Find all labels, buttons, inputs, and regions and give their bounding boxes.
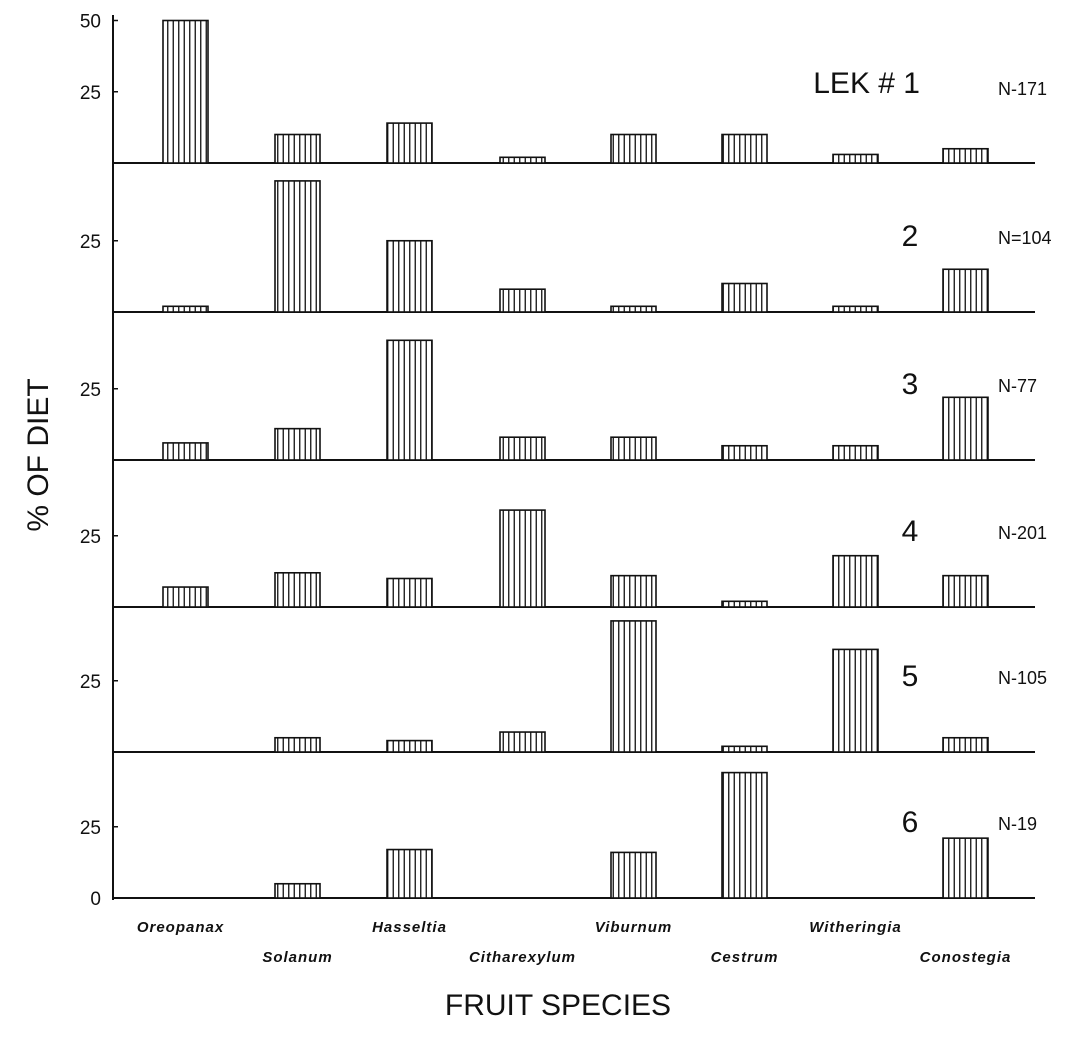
bar-viburnum — [610, 620, 657, 753]
panel-label: 2 — [902, 220, 919, 253]
bar-witheringia — [832, 305, 879, 313]
panel-n-label: N=104 — [998, 228, 1052, 248]
y-tick-label: 25 — [80, 232, 101, 253]
panel-label: 4 — [902, 515, 919, 548]
bar-viburnum — [610, 305, 657, 313]
bar-citharexylum — [499, 288, 546, 313]
panel-label: 6 — [902, 806, 919, 839]
bar-hasseltia — [386, 848, 433, 899]
bar-conostegia — [942, 837, 989, 899]
bar-solanum — [274, 180, 321, 313]
bar-hasseltia — [386, 339, 433, 461]
bar-solanum — [274, 571, 321, 608]
bar-citharexylum — [499, 156, 546, 164]
bar-conostegia — [942, 268, 989, 313]
panel-label: 5 — [902, 660, 919, 693]
bar-hasseltia — [386, 239, 433, 313]
bar-witheringia — [832, 554, 879, 608]
y-tick-label: 25 — [80, 527, 101, 548]
bar-witheringia — [832, 648, 879, 753]
panel-label: LEK # 1 — [813, 67, 920, 100]
bar-oreopanax — [162, 305, 209, 313]
bar-oreopanax — [162, 442, 209, 461]
y-axis-title: % OF DIET — [22, 378, 55, 531]
x-category-label: Conostegia — [920, 949, 1012, 966]
bar-witheringia — [832, 153, 879, 164]
panel-n-label: N-77 — [998, 376, 1037, 396]
y-tick-label: 50 — [80, 12, 101, 33]
bar-viburnum — [610, 574, 657, 608]
bar-solanum — [274, 736, 321, 753]
x-category-label: Viburnum — [595, 919, 672, 936]
bar-cestrum — [721, 282, 768, 313]
x-category-label: Solanum — [262, 949, 332, 966]
y-tick-label: 25 — [80, 818, 101, 839]
panel-n-label: N-105 — [998, 668, 1047, 688]
bar-hasseltia — [386, 122, 433, 164]
bar-conostegia — [942, 396, 989, 461]
bar-citharexylum — [499, 731, 546, 753]
bar-conostegia — [942, 574, 989, 608]
bar-cestrum — [721, 444, 768, 461]
bar-oreopanax — [162, 586, 209, 608]
y-tick-label: 0 — [90, 889, 101, 910]
bar-hasseltia — [386, 577, 433, 608]
bar-viburnum — [610, 851, 657, 899]
y-tick-label: 25 — [80, 83, 101, 104]
bar-conostegia — [942, 736, 989, 753]
bar-cestrum — [721, 133, 768, 164]
bar-citharexylum — [499, 509, 546, 608]
bar-cestrum — [721, 600, 768, 608]
bar-solanum — [274, 427, 321, 461]
y-tick-label: 25 — [80, 380, 101, 401]
bar-conostegia — [942, 147, 989, 164]
bar-oreopanax — [162, 19, 209, 164]
x-axis-title: FRUIT SPECIES — [445, 989, 671, 1022]
bar-viburnum — [610, 436, 657, 461]
bar-solanum — [274, 882, 321, 899]
panel-n-label: N-171 — [998, 79, 1047, 99]
bar-cestrum — [721, 771, 768, 899]
bar-viburnum — [610, 133, 657, 164]
bar-cestrum — [721, 745, 768, 753]
bar-solanum — [274, 133, 321, 164]
bar-citharexylum — [499, 436, 546, 461]
x-category-label: Citharexylum — [469, 949, 576, 966]
x-category-label: Cestrum — [711, 949, 779, 966]
x-category-label: Oreopanax — [137, 919, 224, 936]
y-tick-label: 25 — [80, 672, 101, 693]
bar-hasseltia — [386, 739, 433, 753]
panel-n-label: N-19 — [998, 814, 1037, 834]
x-category-label: Witheringia — [809, 919, 902, 936]
x-category-label: Hasseltia — [372, 919, 447, 936]
panel-label: 3 — [902, 368, 919, 401]
bar-witheringia — [832, 444, 879, 461]
panel-n-label: N-201 — [998, 523, 1047, 543]
